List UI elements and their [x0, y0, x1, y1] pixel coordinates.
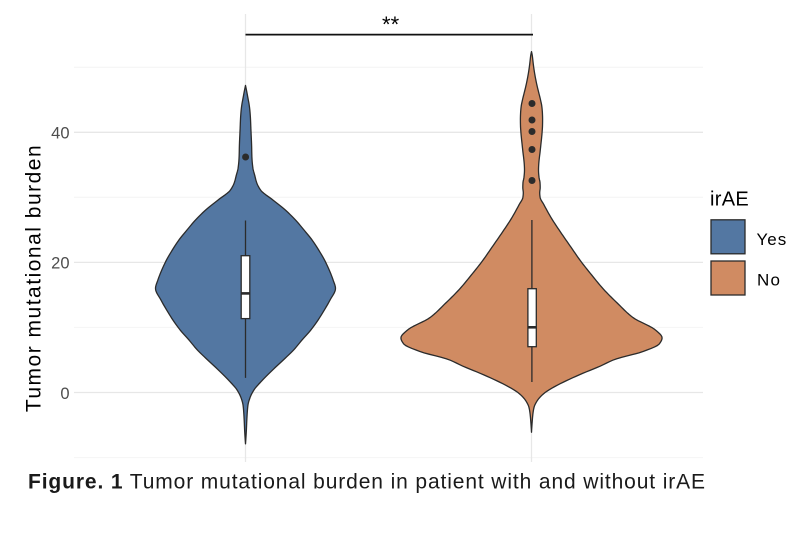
svg-text:20: 20: [51, 255, 69, 273]
svg-text:40: 40: [51, 125, 69, 143]
svg-text:**: **: [382, 12, 400, 37]
svg-text:No: No: [757, 271, 781, 290]
svg-text:0: 0: [60, 385, 69, 403]
svg-text:Figure. 1 Tumor mutational bur: Figure. 1 Tumor mutational burden in pat…: [28, 471, 706, 494]
svg-text:Tumor mutational burden: Tumor mutational burden: [23, 144, 46, 412]
svg-text:Yes: Yes: [757, 230, 788, 249]
svg-text:irAE: irAE: [710, 189, 749, 211]
